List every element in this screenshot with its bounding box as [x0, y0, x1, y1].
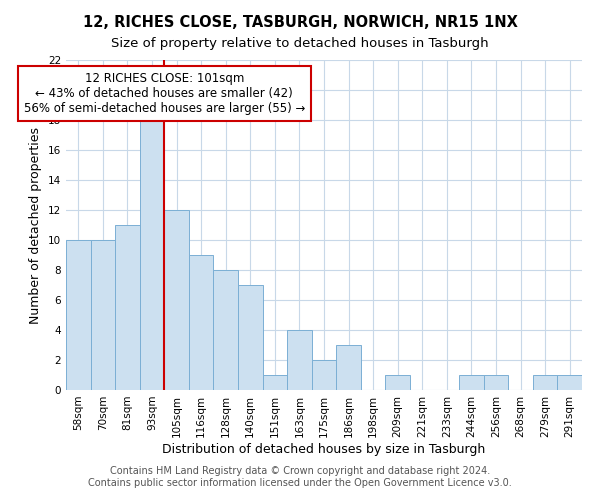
Bar: [484, 375, 508, 390]
Bar: [263, 375, 287, 390]
Text: Size of property relative to detached houses in Tasburgh: Size of property relative to detached ho…: [111, 38, 489, 51]
X-axis label: Distribution of detached houses by size in Tasburgh: Distribution of detached houses by size …: [163, 442, 485, 456]
Bar: [336, 345, 361, 390]
Text: 12, RICHES CLOSE, TASBURGH, NORWICH, NR15 1NX: 12, RICHES CLOSE, TASBURGH, NORWICH, NR1…: [83, 15, 517, 30]
Bar: [459, 375, 484, 390]
Bar: [214, 270, 238, 390]
Bar: [91, 240, 115, 390]
Bar: [557, 375, 582, 390]
Bar: [238, 285, 263, 390]
Bar: [140, 120, 164, 390]
Text: 12 RICHES CLOSE: 101sqm
← 43% of detached houses are smaller (42)
56% of semi-de: 12 RICHES CLOSE: 101sqm ← 43% of detache…: [23, 72, 305, 115]
Text: Contains HM Land Registry data © Crown copyright and database right 2024.
Contai: Contains HM Land Registry data © Crown c…: [88, 466, 512, 487]
Y-axis label: Number of detached properties: Number of detached properties: [29, 126, 43, 324]
Bar: [189, 255, 214, 390]
Bar: [312, 360, 336, 390]
Bar: [115, 225, 140, 390]
Bar: [533, 375, 557, 390]
Bar: [287, 330, 312, 390]
Bar: [385, 375, 410, 390]
Bar: [164, 210, 189, 390]
Bar: [66, 240, 91, 390]
